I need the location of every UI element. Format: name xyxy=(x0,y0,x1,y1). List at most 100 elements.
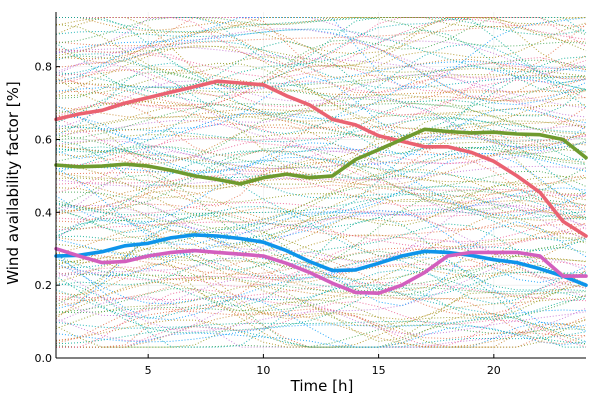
scenario-line xyxy=(55,73,587,131)
scenario-line xyxy=(55,95,587,161)
axes xyxy=(55,12,586,359)
scenario-line xyxy=(55,74,587,94)
scenario-line xyxy=(55,29,587,97)
scenario-line xyxy=(55,65,587,141)
scenario-line xyxy=(55,17,587,57)
series-line xyxy=(54,127,588,186)
scenario-line xyxy=(55,150,587,230)
scenario-line xyxy=(55,174,587,231)
scenario-line xyxy=(55,208,587,245)
x-tick-label: 15 xyxy=(372,364,386,377)
scenario-line xyxy=(55,139,587,170)
series-line xyxy=(54,79,588,238)
scenario-line xyxy=(55,43,587,135)
scenario-line xyxy=(55,24,587,47)
scenario-line xyxy=(55,204,587,279)
scenario-line xyxy=(55,261,587,281)
scenario-line xyxy=(55,268,586,348)
scenario-line xyxy=(55,234,587,282)
scenario-line xyxy=(56,17,587,80)
scenario-line xyxy=(55,17,587,99)
scenario-line xyxy=(55,82,587,165)
x-axis-label: Time [h] xyxy=(290,377,354,395)
background-scenario-lines xyxy=(55,16,587,348)
scenario-line xyxy=(55,17,586,55)
scenario-line xyxy=(55,271,587,292)
scenario-line xyxy=(55,210,587,284)
scenario-line xyxy=(55,94,587,139)
scenario-line xyxy=(55,108,587,173)
scenario-line xyxy=(55,62,587,155)
y-axis-label: Wind availability factor [%] xyxy=(4,81,22,284)
scenario-line xyxy=(55,150,587,237)
scenario-line xyxy=(55,68,587,96)
scenario-line xyxy=(55,17,587,89)
highlighted-series-lines xyxy=(54,79,588,295)
scenario-line xyxy=(55,102,587,181)
scenario-line xyxy=(55,263,587,320)
scenario-line xyxy=(55,117,587,143)
scenario-line xyxy=(55,28,587,73)
scenario-line xyxy=(55,27,587,80)
y-tick-label: 0.6 xyxy=(35,133,53,146)
scenario-line xyxy=(56,17,587,68)
scenario-line xyxy=(55,185,587,239)
scenario-line xyxy=(55,45,587,77)
scenario-line xyxy=(55,213,587,288)
scenario-line xyxy=(55,277,587,307)
x-tick-label: 5 xyxy=(145,364,152,377)
y-tick-label: 0.2 xyxy=(35,279,53,292)
scenario-line xyxy=(55,17,587,64)
scenario-line xyxy=(55,262,587,348)
scenario-line xyxy=(55,162,587,216)
x-tick-label: 20 xyxy=(487,364,501,377)
scenario-line xyxy=(56,321,587,348)
scenario-line xyxy=(55,199,587,263)
scenario-line xyxy=(55,175,587,259)
scenario-line xyxy=(55,102,587,141)
scenario-line xyxy=(55,189,587,223)
scenario-line xyxy=(55,142,587,226)
scenario-line xyxy=(55,186,587,248)
scenario-line xyxy=(55,165,587,223)
scenario-line xyxy=(55,135,587,166)
scenario-line xyxy=(55,257,587,333)
scenario-line xyxy=(55,62,587,130)
scenario-line xyxy=(55,313,587,348)
scenario-line xyxy=(55,113,587,138)
scenario-line xyxy=(56,311,587,348)
scenario-line xyxy=(55,18,587,78)
scenario-line xyxy=(55,324,587,348)
scenario-line xyxy=(55,146,587,211)
scenario-line xyxy=(55,260,587,348)
scenario-line xyxy=(55,78,587,114)
scenario-line xyxy=(55,95,587,119)
scenario-line xyxy=(55,64,587,118)
scenario-line xyxy=(55,234,587,283)
scenario-line xyxy=(55,142,587,199)
scenario-line xyxy=(55,209,587,289)
scenario-line xyxy=(56,17,587,36)
scenario-line xyxy=(55,321,587,348)
scenario-line xyxy=(55,281,587,348)
scenario-line xyxy=(55,187,587,259)
scenario-line xyxy=(55,244,587,342)
scenario-line xyxy=(55,308,587,341)
scenario-line xyxy=(55,101,587,122)
scenario-line xyxy=(55,206,587,305)
scenario-line xyxy=(55,174,587,270)
scenario-line xyxy=(55,104,587,175)
scenario-line xyxy=(55,105,587,186)
scenario-line xyxy=(56,170,587,230)
scenario-line xyxy=(55,122,587,217)
scenario-line xyxy=(55,253,587,330)
scenario-line xyxy=(55,17,587,81)
scenario-line xyxy=(55,204,587,234)
scenario-line xyxy=(55,209,587,272)
scenario-line xyxy=(56,280,587,348)
scenario-line xyxy=(55,269,587,319)
scenario-line xyxy=(55,115,587,201)
scenario-line xyxy=(55,288,587,348)
scenario-line xyxy=(55,56,587,138)
